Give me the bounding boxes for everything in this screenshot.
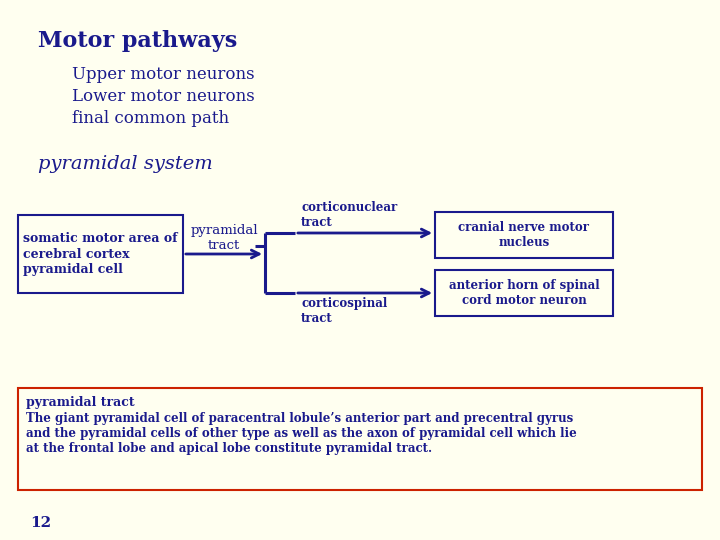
FancyBboxPatch shape — [18, 215, 183, 293]
Text: final common path: final common path — [72, 110, 229, 127]
Text: Motor pathways: Motor pathways — [38, 30, 238, 52]
Text: Lower motor neurons: Lower motor neurons — [72, 88, 255, 105]
Text: pyramidal
tract: pyramidal tract — [190, 224, 258, 252]
Text: pyramidal system: pyramidal system — [38, 155, 212, 173]
Text: Upper motor neurons: Upper motor neurons — [72, 66, 255, 83]
Text: corticospinal
tract: corticospinal tract — [301, 297, 387, 325]
Text: 12: 12 — [30, 516, 51, 530]
Text: somatic motor area of
cerebral cortex
pyramidal cell: somatic motor area of cerebral cortex py… — [23, 233, 178, 275]
Text: The giant pyramidal cell of paracentral lobule’s anterior part and precentral gy: The giant pyramidal cell of paracentral … — [26, 412, 577, 455]
Text: pyramidal tract: pyramidal tract — [26, 396, 135, 409]
FancyBboxPatch shape — [435, 270, 613, 316]
Text: corticonuclear
tract: corticonuclear tract — [301, 201, 397, 229]
FancyBboxPatch shape — [18, 388, 702, 490]
Text: cranial nerve motor
nucleus: cranial nerve motor nucleus — [459, 221, 590, 249]
Text: anterior horn of spinal
cord motor neuron: anterior horn of spinal cord motor neuro… — [449, 279, 599, 307]
FancyBboxPatch shape — [435, 212, 613, 258]
